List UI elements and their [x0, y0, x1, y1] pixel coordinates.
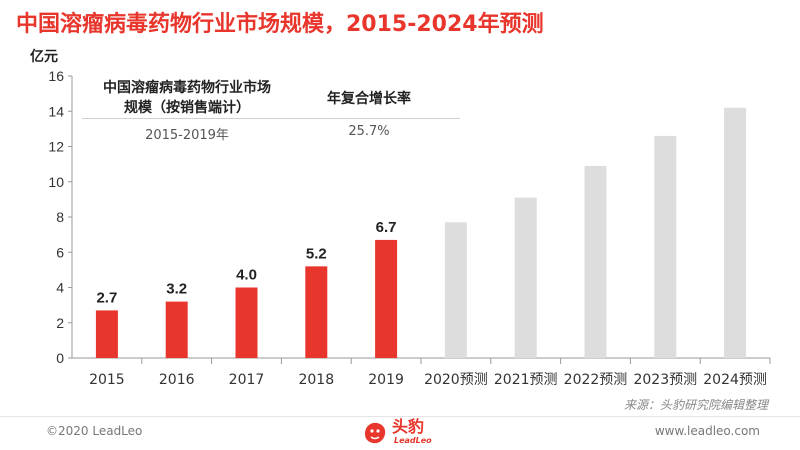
bar-2020预测 — [444, 222, 467, 358]
data-label: 4.0 — [236, 267, 257, 284]
cagr-period: 2015-2019年 — [145, 128, 229, 143]
copyright-text: ©2020 LeadLeo — [46, 424, 143, 438]
y-axis-unit-label: 亿元 — [30, 49, 58, 65]
bar-2017 — [235, 287, 258, 358]
y-tick-label: 0 — [56, 350, 64, 366]
logo-subtext: LeadLeo — [394, 436, 432, 445]
x-tick-label: 2021预测 — [494, 372, 558, 388]
bar-2023预测 — [654, 135, 677, 358]
bar-2016 — [165, 301, 188, 358]
data-label: 5.2 — [306, 245, 327, 262]
x-tick-label: 2019 — [368, 372, 404, 388]
website-url: www.leadleo.com — [654, 424, 760, 438]
y-tick-label: 2 — [56, 315, 64, 331]
x-tick-label: 2015 — [89, 372, 125, 388]
bar-2024预测 — [724, 107, 747, 358]
y-tick-label: 6 — [56, 244, 64, 260]
data-label: 2.7 — [96, 289, 117, 306]
x-tick-label: 2017 — [229, 372, 265, 388]
y-tick-label: 14 — [48, 103, 64, 119]
cagr-header-growth-rate: 年复合增长率 — [327, 91, 411, 107]
y-tick-label: 8 — [56, 209, 64, 225]
bar-2022预测 — [584, 165, 607, 358]
x-tick-label: 2024预测 — [703, 372, 767, 388]
leadleo-logo: 头豹 LeadLeo — [362, 418, 452, 448]
source-note: 来源：头豹研究院编辑整理 — [623, 398, 768, 412]
bar-2018 — [305, 266, 328, 358]
footer-divider — [0, 416, 800, 417]
y-tick-label: 16 — [48, 68, 64, 84]
cagr-header-market-size: 中国溶瘤病毒药物行业市场规模（按销售端计） — [103, 80, 271, 116]
bar-2021预测 — [514, 197, 537, 358]
x-tick-label: 2016 — [159, 372, 195, 388]
data-label: 3.2 — [166, 281, 187, 298]
cagr-divider — [82, 118, 460, 119]
x-tick-label: 2018 — [298, 372, 334, 388]
cagr-rate: 25.7% — [348, 124, 390, 139]
page-title: 中国溶瘤病毒药物行业市场规模，2015-2024年预测 — [16, 12, 544, 37]
y-tick-label: 10 — [48, 174, 64, 190]
bar-2015 — [95, 310, 118, 358]
data-label: 6.7 — [376, 219, 397, 236]
x-tick-label: 2023预测 — [633, 372, 697, 388]
x-tick-label: 2020预测 — [424, 372, 488, 388]
bar-2019 — [375, 239, 398, 358]
logo-text: 头豹 — [392, 417, 425, 436]
y-tick-label: 12 — [48, 139, 64, 155]
leopard-head-icon — [365, 422, 386, 444]
x-tick-label: 2022预测 — [564, 372, 628, 388]
y-tick-label: 4 — [56, 280, 64, 296]
